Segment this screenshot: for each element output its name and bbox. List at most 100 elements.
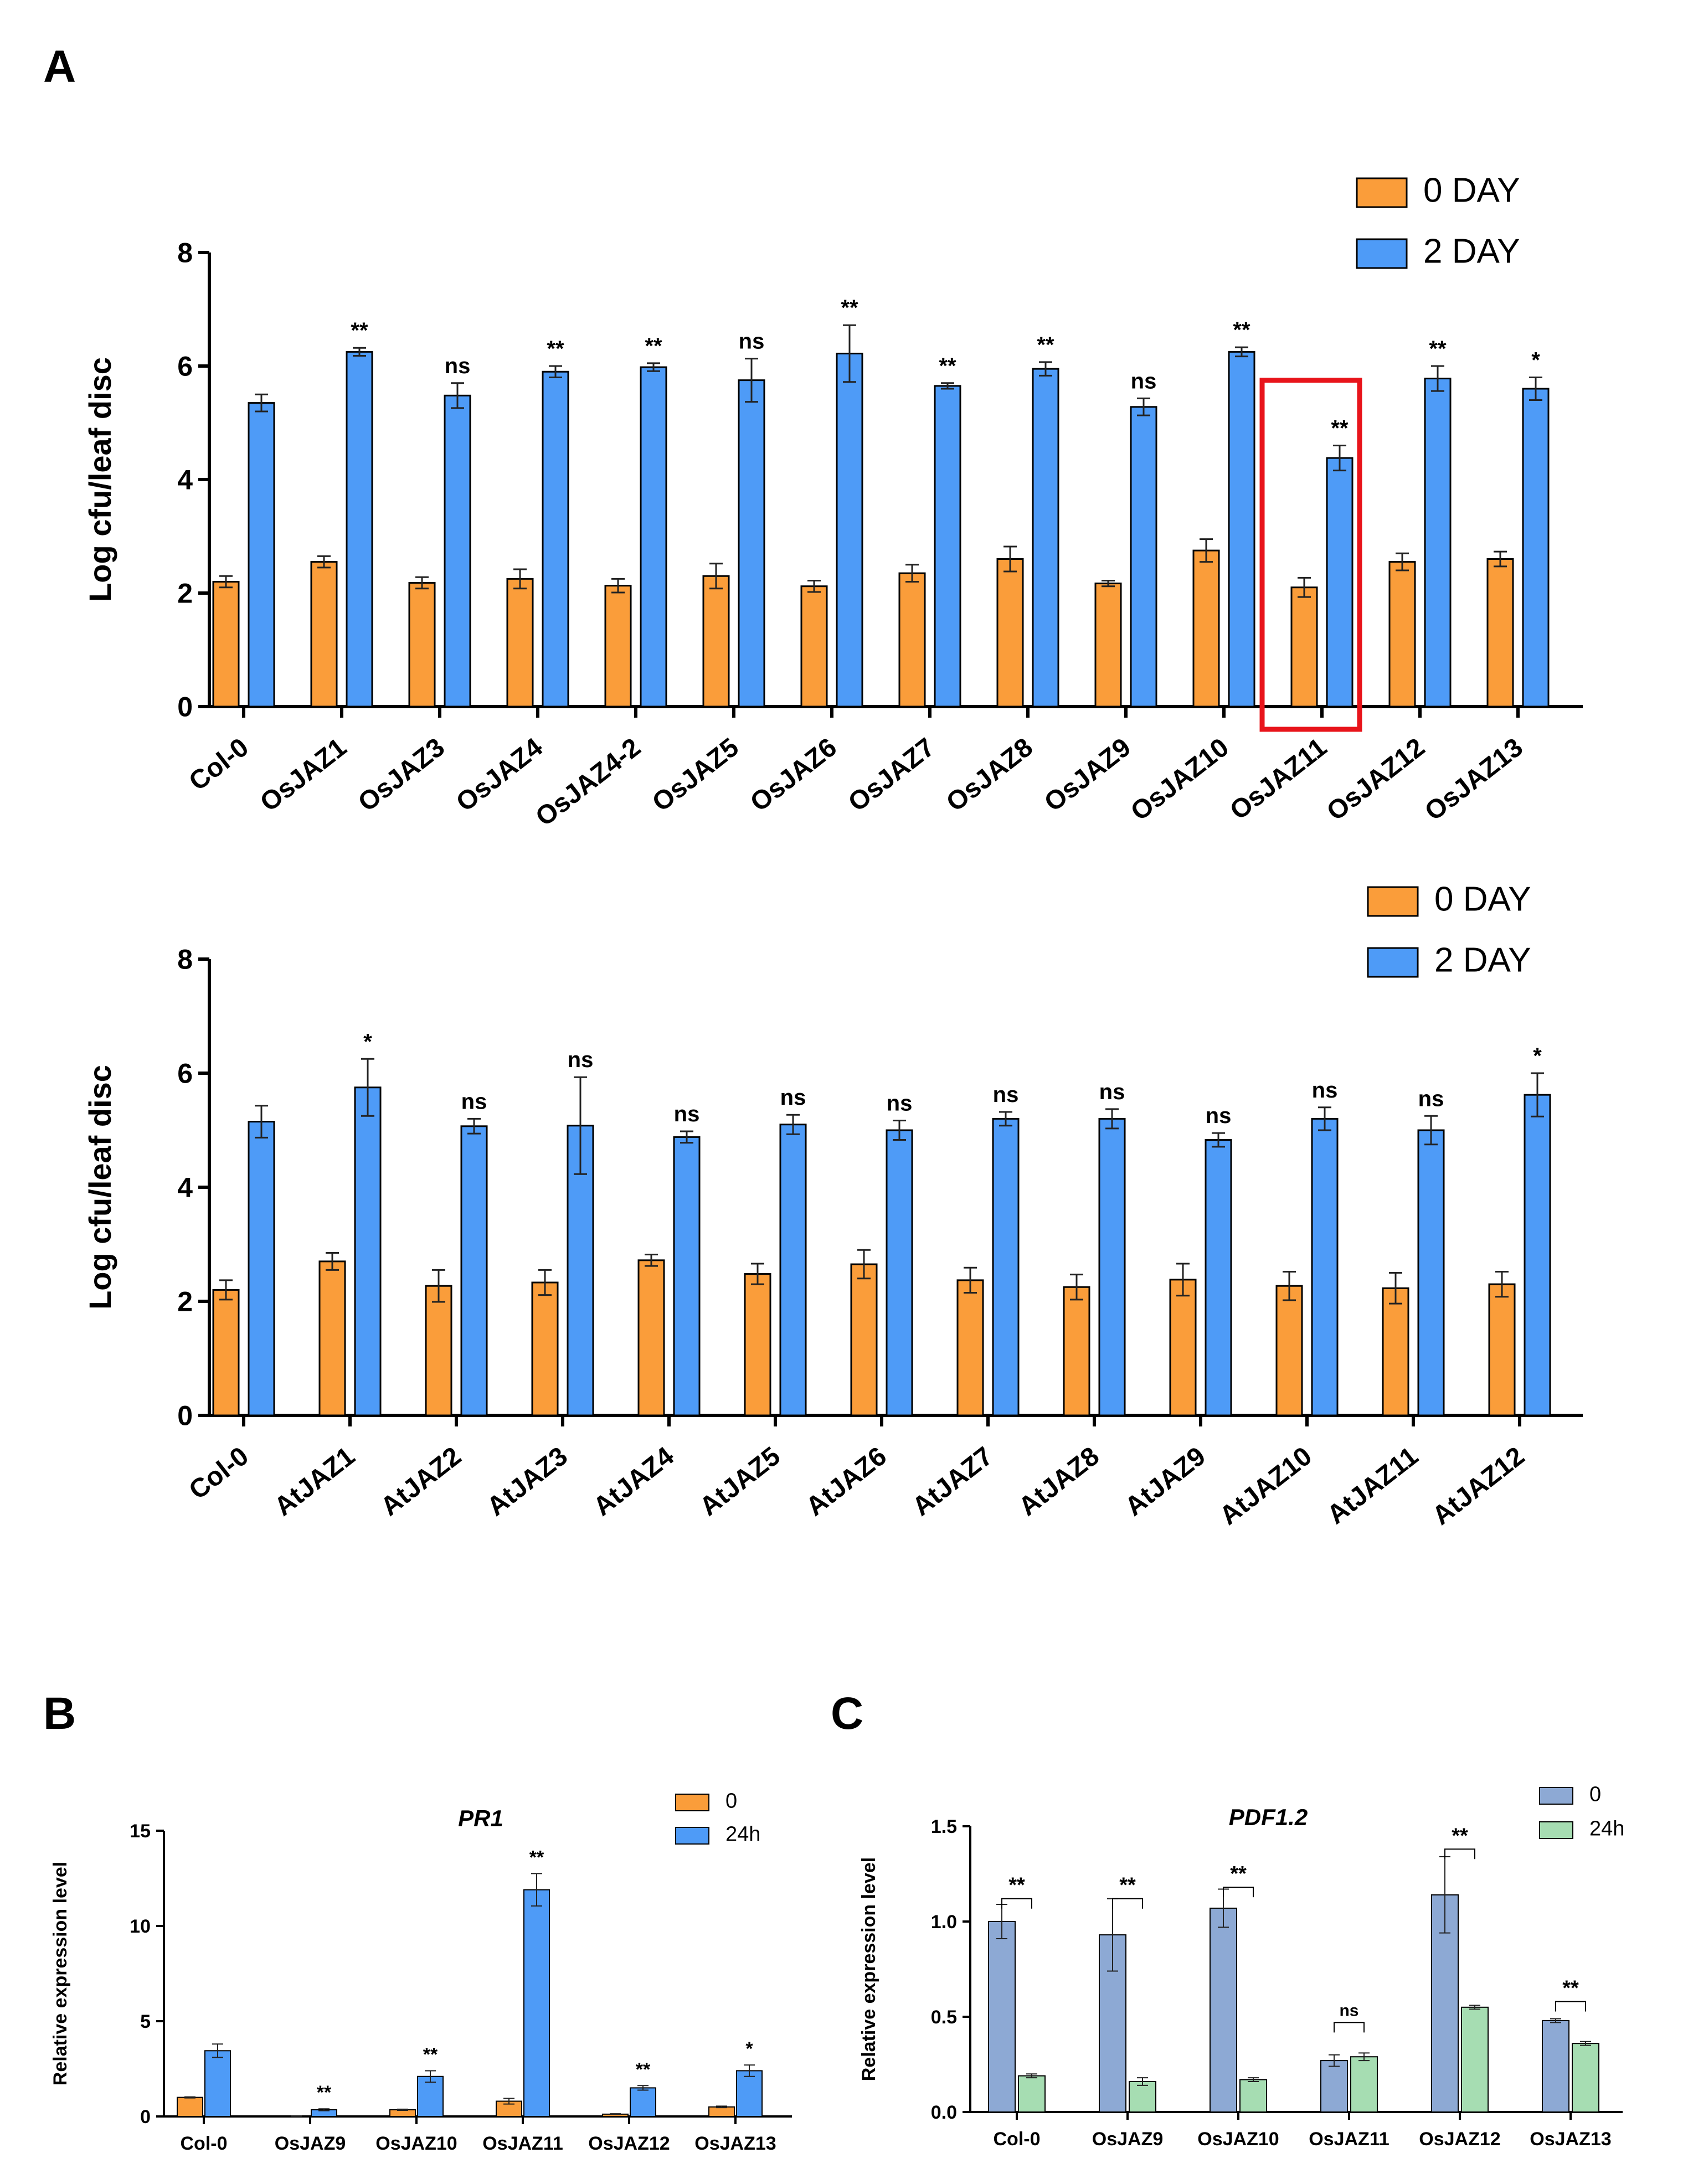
x-tick-label-osjaz13: OsJAZ13 (1530, 2129, 1611, 2150)
y-axis-label: Log cfu/leaf disc (83, 1065, 117, 1310)
significance-bracket (1334, 2022, 1365, 2033)
x-tick-label-osjaz11: OsJAZ11 (1224, 733, 1332, 826)
bar-2-day-atjaz11 (1417, 1129, 1445, 1416)
x-tick-label-osjaz6: OsJAZ6 (745, 733, 842, 817)
bar-0-day-atjaz1 (318, 1260, 346, 1416)
bar-0-day-atjaz2 (425, 1285, 452, 1416)
bar-0-day-osjaz3 (408, 582, 436, 708)
bar-0-day-atjaz12 (1488, 1283, 1516, 1416)
bar-2-day-atjaz1 (354, 1086, 382, 1416)
bar-2-day-atjaz4 (673, 1136, 701, 1416)
bar-2-day-atjaz10 (1311, 1117, 1339, 1416)
x-tick-label-atjaz1: AtJAZ1 (269, 1441, 361, 1522)
bar-0-col-0 (177, 2097, 203, 2118)
x-tick-label-osjaz11: OsJAZ11 (482, 2133, 563, 2154)
y-tick-label: 1.0 (931, 1912, 957, 1933)
legend-swatch-24h (1539, 1821, 1573, 1839)
legend-swatch-0 (675, 1794, 709, 1811)
y-tick-label: 5 (140, 2011, 151, 2032)
x-tick-label-osjaz13: OsJAZ13 (1419, 733, 1529, 827)
legend-label-24h: 24h (1589, 1817, 1624, 1841)
x-tick-label-osjaz3: OsJAZ3 (353, 733, 450, 817)
bar-24h-osjaz9 (1129, 2080, 1156, 2113)
x-tick-label-atjaz9: AtJAZ9 (1120, 1441, 1211, 1522)
bar-2-day-osjaz13 (1522, 388, 1550, 708)
x-tick-label-col-0: Col-0 (184, 1441, 254, 1506)
legend-label-0: 0 (1589, 1783, 1601, 1806)
bar-2-day-col-0 (248, 402, 275, 708)
significance-label: ns (461, 1089, 487, 1114)
x-tick-label-atjaz11: AtJAZ11 (1322, 1441, 1424, 1530)
bar-0-day-osjaz5 (702, 575, 730, 708)
y-tick-label: 1.5 (931, 1816, 957, 1837)
x-tick-label-osjaz4: OsJAZ4 (451, 733, 548, 818)
y-tick-label: 0.5 (931, 2007, 957, 2028)
bar-0-osjaz11 (1320, 2060, 1348, 2113)
x-tick-label-osjaz11: OsJAZ11 (1309, 2129, 1389, 2150)
y-tick-label: 6 (177, 351, 193, 382)
legend-swatch-0 (1539, 1787, 1573, 1805)
y-tick-label: 4 (177, 1172, 193, 1203)
bar-0-day-atjaz11 (1382, 1287, 1409, 1416)
legend-swatch-0-day (1356, 177, 1408, 208)
significance-label: * (745, 2038, 753, 2059)
y-tick-label: 8 (177, 238, 193, 269)
bar-2-day-osjaz7 (934, 385, 961, 708)
significance-label: ** (1452, 1824, 1468, 1847)
panel-label-a: A (43, 42, 76, 92)
x-tick-label-atjaz8: AtJAZ8 (1013, 1441, 1105, 1522)
chart-b-pr1: PR1 0 5 10 15 Relative expression level Col-0 O… (50, 1790, 792, 2154)
bar-24h-col-0 (1018, 2075, 1046, 2113)
x-tick-label-atjaz4: AtJAZ4 (588, 1441, 680, 1522)
x-tick-label-osjaz10: OsJAZ10 (1197, 2129, 1279, 2150)
bar-24h-col-0 (204, 2050, 231, 2118)
x-tick-label-atjaz12: AtJAZ12 (1427, 1441, 1530, 1531)
x-tick-label-osjaz9: OsJAZ9 (1092, 2129, 1164, 2150)
bar-2-day-atjaz12 (1524, 1094, 1551, 1416)
significance-label: ns (1131, 369, 1157, 393)
y-tick-label: 0 (140, 2106, 151, 2128)
y-tick-label: 4 (177, 465, 193, 496)
y-tick-label: 6 (177, 1058, 193, 1089)
y-tick-label: 10 (130, 1916, 151, 1937)
x-tick-label-atjaz5: AtJAZ5 (694, 1441, 786, 1522)
significance-label: ns (1099, 1080, 1125, 1104)
bar-2-day-osjaz5 (738, 379, 765, 708)
significance-bracket (1555, 2001, 1586, 2012)
x-tick-label-osjaz10: OsJAZ10 (1125, 733, 1234, 827)
bar-0-day-osjaz12 (1388, 561, 1416, 708)
bar-24h-osjaz13 (736, 2070, 763, 2117)
bar-2-day-osjaz6 (836, 352, 863, 708)
significance-label: ns (1339, 2001, 1358, 2020)
x-tick-label-atjaz10: AtJAZ10 (1214, 1441, 1318, 1531)
bar-2-day-atjaz8 (1098, 1117, 1126, 1416)
panel-label-b: B (43, 1688, 76, 1739)
x-tick-label-osjaz5: OsJAZ5 (647, 733, 744, 817)
bar-0-day-osjaz11 (1290, 586, 1318, 708)
chart-c-pdf12: PDF1.2 0.0 0.5 1.0 1.5 Relative expression le… (858, 1783, 1624, 2150)
legend-swatch-2-day (1356, 238, 1408, 269)
bar-2-day-osjaz3 (444, 394, 471, 708)
significance-label: ** (317, 2082, 332, 2103)
bar-2-day-atjaz5 (779, 1124, 807, 1416)
bar-0-day-col-0 (212, 1289, 240, 1416)
significance-bracket (1444, 1848, 1475, 1860)
significance-label: ** (1230, 1862, 1247, 1886)
x-tick-label-osjaz9: OsJAZ9 (1039, 733, 1136, 817)
bar-24h-osjaz12 (1461, 2006, 1489, 2113)
bar-2-day-col-0 (248, 1121, 275, 1416)
bar-0-day-osjaz4 (506, 578, 534, 708)
significance-label: ** (636, 2059, 651, 2080)
significance-label: ns (568, 1048, 594, 1072)
significance-label: ** (1119, 1874, 1136, 1897)
legend-swatch-2-day (1367, 947, 1419, 978)
significance-label: * (1531, 348, 1540, 373)
bar-0-day-atjaz6 (850, 1263, 878, 1416)
x-tick-label-atjaz7: AtJAZ7 (907, 1441, 999, 1522)
x-tick-label-osjaz12: OsJAZ12 (1321, 733, 1430, 827)
bar-0-day-osjaz6 (800, 585, 828, 708)
y-axis-label: Log cfu/leaf disc (83, 357, 117, 602)
x-tick-label-col-0: Col-0 (181, 2133, 228, 2154)
bar-2-day-osjaz1 (346, 351, 373, 708)
